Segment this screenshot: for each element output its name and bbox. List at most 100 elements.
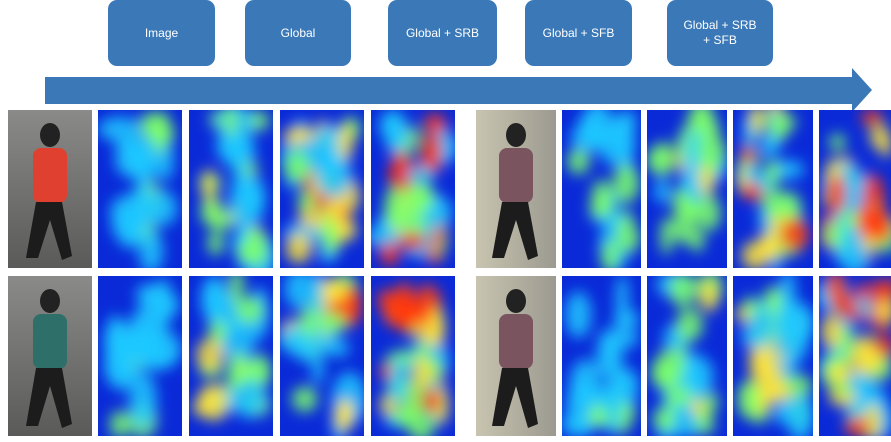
heat-blob — [314, 154, 352, 197]
person-legs — [26, 202, 72, 260]
step-box: Image — [108, 0, 215, 66]
person-photo — [476, 110, 556, 268]
heat-blob — [334, 401, 353, 433]
heat-blob — [588, 409, 610, 427]
heat-blob — [407, 165, 435, 186]
heatmap — [280, 276, 364, 436]
heatmap-blobs — [567, 110, 641, 268]
heat-blob — [749, 110, 763, 136]
heat-blob — [565, 291, 592, 339]
heat-blob — [145, 189, 178, 227]
heat-blob — [231, 378, 266, 418]
heat-blob — [116, 331, 160, 365]
heat-blob — [321, 280, 348, 302]
heat-blob — [826, 174, 847, 214]
heat-blob — [827, 363, 852, 384]
step-box: Global — [245, 0, 351, 66]
heat-blob — [762, 188, 786, 217]
heat-blob — [328, 194, 343, 212]
heat-blob — [601, 239, 619, 268]
heatmap — [562, 110, 641, 268]
heat-blob — [400, 231, 425, 251]
heatmap — [371, 276, 455, 436]
heat-blob — [128, 372, 157, 428]
person-photo — [8, 110, 92, 268]
heat-blob — [820, 313, 844, 350]
heat-blob — [321, 214, 338, 253]
heat-blob — [860, 347, 884, 375]
heat-blob — [229, 350, 247, 389]
heat-blob — [215, 132, 252, 161]
heatmap — [371, 110, 455, 268]
heat-blob — [654, 178, 671, 204]
heat-blob — [615, 276, 629, 325]
heatmap — [98, 110, 182, 268]
heat-blob — [291, 126, 315, 143]
heat-blob — [651, 357, 671, 386]
heat-blob — [320, 335, 339, 356]
heat-blob — [845, 304, 861, 322]
step-box: Global + SFB — [525, 0, 632, 66]
heat-blob — [243, 227, 268, 267]
heat-blob — [393, 292, 419, 333]
step-box: Global + SRB + SFB — [667, 0, 773, 66]
person-head — [40, 289, 60, 313]
heat-blob — [737, 379, 762, 420]
heat-blob — [379, 110, 407, 141]
heat-blob — [679, 385, 692, 406]
step-box: Global + SRB — [388, 0, 497, 66]
heat-blob — [647, 145, 673, 175]
heat-blob — [337, 123, 354, 162]
heat-blob — [596, 336, 612, 376]
progress-arrow — [45, 68, 872, 112]
heat-blob — [119, 225, 142, 248]
person-photo — [476, 276, 556, 436]
heat-blob — [132, 179, 152, 232]
heatmap-blobs — [651, 276, 724, 436]
heat-blob — [665, 385, 683, 410]
heatmap — [189, 276, 273, 436]
heat-blob — [148, 124, 176, 143]
heatmap — [647, 110, 727, 268]
heat-blob — [315, 311, 346, 334]
heat-blob — [660, 217, 673, 256]
heat-blob — [675, 308, 704, 342]
heat-blob — [774, 301, 813, 346]
heat-blob — [700, 280, 719, 313]
heat-blob — [780, 217, 810, 252]
heat-blob — [612, 163, 640, 204]
heat-blob — [570, 123, 608, 153]
person-legs — [26, 368, 72, 428]
heat-blob — [138, 229, 164, 268]
heat-blob — [861, 110, 883, 127]
heat-blob — [786, 392, 813, 436]
heatmap-blobs — [735, 276, 813, 436]
heatmap-blobs — [819, 110, 891, 268]
heatmap — [733, 110, 813, 268]
heat-blob — [133, 151, 157, 184]
heatmap-blobs — [280, 276, 364, 436]
heat-blob — [757, 234, 777, 260]
heat-blob — [297, 189, 315, 212]
heat-blob — [869, 124, 891, 150]
heat-blob — [743, 296, 759, 317]
heat-blob — [844, 417, 870, 436]
heat-blob — [854, 373, 871, 396]
heat-blob — [857, 206, 884, 240]
heat-blob — [420, 133, 443, 161]
heat-blob — [412, 356, 432, 389]
heatmap — [280, 110, 364, 268]
heatmap-blobs — [103, 278, 182, 436]
person-body — [33, 148, 67, 203]
heat-blob — [610, 112, 631, 156]
heat-blob — [773, 406, 792, 424]
heat-blob — [826, 276, 846, 304]
heat-blob — [228, 177, 264, 230]
heat-blob — [311, 353, 324, 385]
heat-blob — [589, 195, 603, 219]
heatmap — [189, 110, 273, 268]
heatmap-blobs — [192, 276, 272, 422]
heat-blob — [671, 211, 697, 244]
heatmap — [98, 276, 182, 436]
